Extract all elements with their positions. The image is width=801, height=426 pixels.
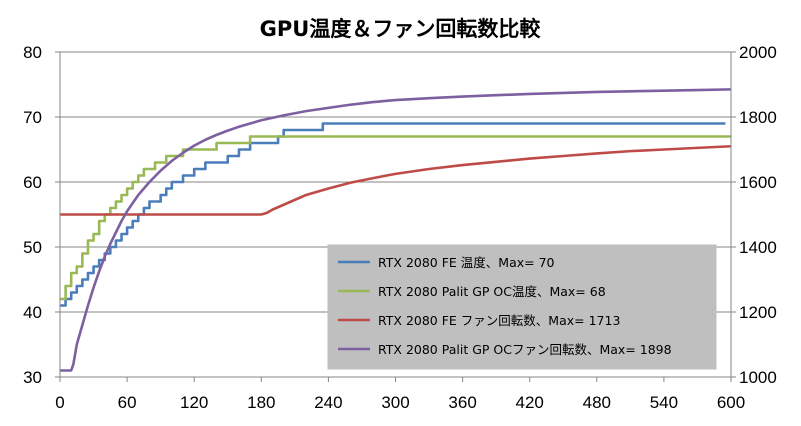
x-tick-label: 420 <box>516 393 544 412</box>
x-tick-label: 360 <box>448 393 476 412</box>
x-tick-label: 240 <box>314 393 342 412</box>
y2-tick-label: 1600 <box>739 173 777 192</box>
y-tick-label: 60 <box>23 173 42 192</box>
x-tick-label: 540 <box>650 393 678 412</box>
legend-label: RTX 2080 FE ファン回転数、Max= 1713 <box>378 313 620 328</box>
series-line-3 <box>60 144 732 216</box>
y2-tick-label: 1000 <box>739 368 777 387</box>
y-tick-label: 80 <box>23 43 42 62</box>
y2-tick-label: 1200 <box>739 303 777 322</box>
y-tick-label: 70 <box>23 108 42 127</box>
x-tick-label: 480 <box>583 393 611 412</box>
x-tick-label: 0 <box>55 393 64 412</box>
legend: RTX 2080 FE 温度、Max= 70 RTX 2080 Palit GP … <box>327 244 717 370</box>
legend-box <box>327 244 717 370</box>
x-tick-label: 300 <box>381 393 409 412</box>
series-line-4 <box>60 88 732 372</box>
x-tick-label: 600 <box>717 393 745 412</box>
y2-tick-label: 1800 <box>739 108 777 127</box>
series-line-1 <box>60 122 726 307</box>
x-tick-label: 120 <box>180 393 208 412</box>
y2-tick-label: 2000 <box>739 43 777 62</box>
chart-title: GPU温度＆ファン回転数比較 <box>260 17 542 41</box>
x-tick-label: 60 <box>118 393 137 412</box>
y-tick-label: 50 <box>23 238 42 257</box>
legend-label: RTX 2080 Palit GP OCファン回転数、Max= 1898 <box>378 342 672 357</box>
y2-tick-label: 1400 <box>739 238 777 257</box>
legend-label: RTX 2080 FE 温度、Max= 70 <box>378 255 555 270</box>
y-tick-label: 40 <box>23 303 42 322</box>
legend-label: RTX 2080 Palit GP OC温度、Max= 68 <box>378 284 606 299</box>
series-lines <box>60 88 732 372</box>
y-tick-label: 30 <box>23 368 42 387</box>
x-tick-label: 180 <box>247 393 275 412</box>
axes: 30 40 50 60 70 80 1000 1200 1400 1600 1800 2000 0 60 1… <box>23 43 777 412</box>
series-line-2 <box>60 135 731 301</box>
